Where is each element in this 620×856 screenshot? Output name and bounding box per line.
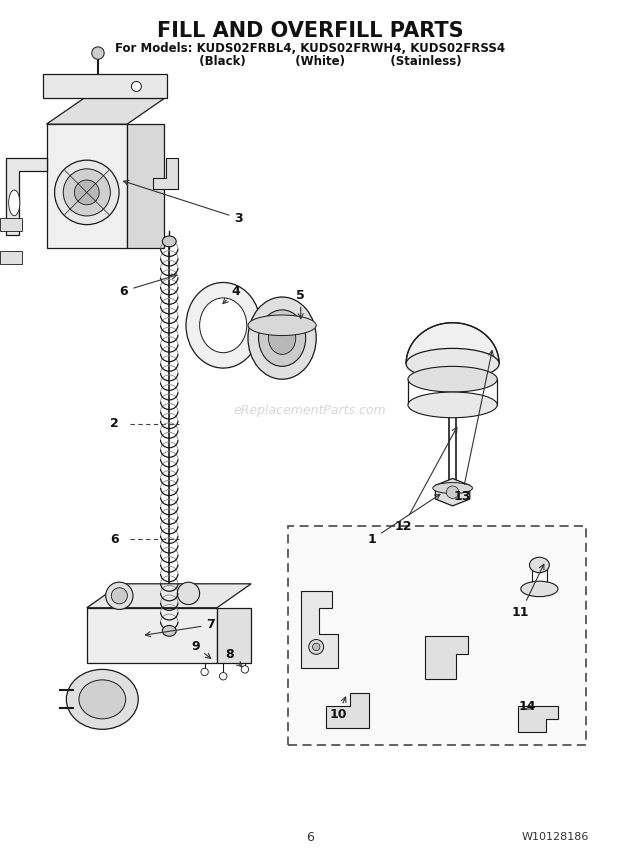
Polygon shape <box>217 608 251 663</box>
Ellipse shape <box>408 366 497 392</box>
Circle shape <box>112 588 128 603</box>
Text: (Black)            (White)           (Stainless): (Black) (White) (Stainless) <box>158 55 462 68</box>
Polygon shape <box>153 158 178 189</box>
Ellipse shape <box>268 322 296 354</box>
Polygon shape <box>43 74 167 98</box>
Ellipse shape <box>79 680 126 719</box>
Polygon shape <box>435 479 470 506</box>
Polygon shape <box>127 124 164 248</box>
Polygon shape <box>518 706 558 732</box>
Text: 8: 8 <box>225 648 242 667</box>
Text: 5: 5 <box>296 288 305 318</box>
Circle shape <box>241 666 249 673</box>
Polygon shape <box>326 693 369 728</box>
Circle shape <box>312 643 320 651</box>
Polygon shape <box>46 98 164 124</box>
Polygon shape <box>87 608 217 663</box>
Circle shape <box>309 639 324 654</box>
Polygon shape <box>301 591 338 669</box>
Ellipse shape <box>200 298 247 353</box>
Ellipse shape <box>162 236 176 247</box>
Text: W10128186: W10128186 <box>521 832 588 842</box>
Text: 10: 10 <box>329 697 347 722</box>
Text: 6: 6 <box>120 274 177 298</box>
Circle shape <box>201 669 208 675</box>
Circle shape <box>131 81 141 92</box>
Ellipse shape <box>248 297 316 379</box>
FancyBboxPatch shape <box>288 526 586 745</box>
Circle shape <box>177 582 200 604</box>
Circle shape <box>63 169 110 216</box>
Ellipse shape <box>9 190 20 216</box>
Ellipse shape <box>529 557 549 573</box>
Circle shape <box>219 673 227 680</box>
Text: 14: 14 <box>518 699 536 713</box>
Text: 9: 9 <box>191 639 211 658</box>
Circle shape <box>92 47 104 59</box>
Text: eReplacementParts.com: eReplacementParts.com <box>234 404 386 418</box>
Text: 2: 2 <box>110 417 119 431</box>
Text: 1: 1 <box>368 495 440 546</box>
Polygon shape <box>6 158 47 235</box>
Ellipse shape <box>259 310 306 366</box>
Polygon shape <box>46 124 127 248</box>
Text: 6: 6 <box>110 532 119 546</box>
Ellipse shape <box>521 581 558 597</box>
Ellipse shape <box>162 626 176 636</box>
Polygon shape <box>0 251 22 264</box>
Text: 6: 6 <box>306 830 314 844</box>
Text: 13: 13 <box>453 351 494 503</box>
Text: 3: 3 <box>124 181 243 225</box>
Polygon shape <box>406 323 499 364</box>
Ellipse shape <box>248 315 316 336</box>
Ellipse shape <box>408 392 497 418</box>
Ellipse shape <box>66 669 138 729</box>
Circle shape <box>446 486 459 498</box>
Text: FILL AND OVERFILL PARTS: FILL AND OVERFILL PARTS <box>157 21 463 41</box>
Circle shape <box>74 180 99 205</box>
Polygon shape <box>87 584 251 608</box>
Polygon shape <box>0 218 22 231</box>
Polygon shape <box>425 637 468 680</box>
Text: 11: 11 <box>512 564 544 619</box>
Ellipse shape <box>433 483 472 494</box>
Text: 4: 4 <box>223 284 240 304</box>
Text: For Models: KUDS02FRBL4, KUDS02FRWH4, KUDS02FRSS4: For Models: KUDS02FRBL4, KUDS02FRWH4, KU… <box>115 42 505 56</box>
Ellipse shape <box>406 348 499 379</box>
Circle shape <box>55 160 119 224</box>
Ellipse shape <box>186 282 260 368</box>
Text: 12: 12 <box>394 427 457 533</box>
Text: 7: 7 <box>146 618 215 637</box>
Circle shape <box>105 582 133 609</box>
